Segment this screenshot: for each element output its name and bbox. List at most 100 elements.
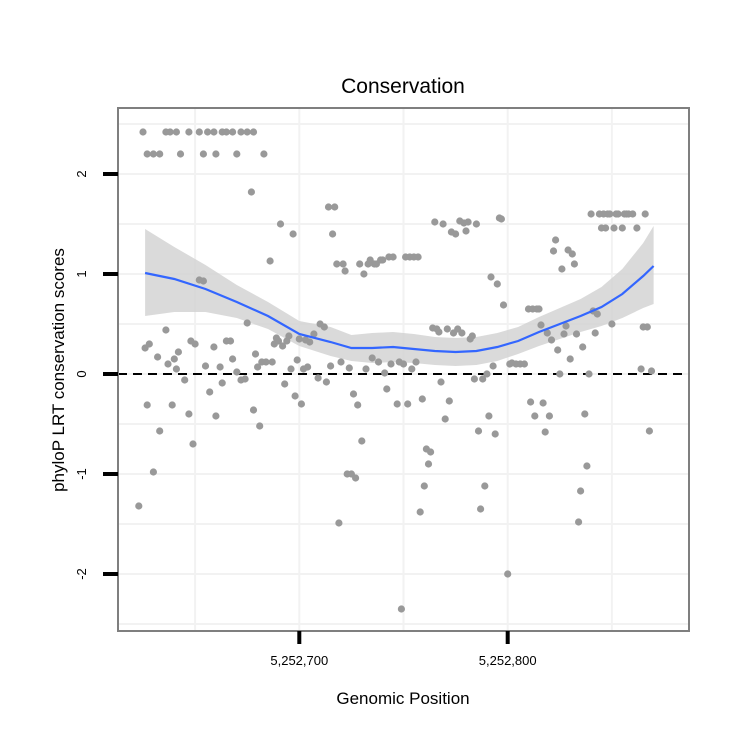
data-point xyxy=(481,482,489,490)
data-point xyxy=(149,468,157,476)
data-point xyxy=(641,210,649,218)
data-point xyxy=(243,319,251,327)
data-point xyxy=(356,260,364,268)
data-point xyxy=(331,203,339,211)
data-point xyxy=(260,150,268,158)
data-point xyxy=(212,150,220,158)
data-point xyxy=(629,210,637,218)
data-point xyxy=(549,247,558,255)
data-point xyxy=(345,364,353,372)
data-point xyxy=(195,128,203,136)
data-point xyxy=(389,253,397,261)
data-point xyxy=(554,346,562,354)
data-point xyxy=(435,328,443,336)
data-point xyxy=(566,355,574,363)
data-point xyxy=(266,257,274,265)
data-point xyxy=(577,487,585,495)
data-point xyxy=(477,505,485,513)
data-point xyxy=(468,332,476,340)
y-tick-label: 2 xyxy=(74,170,89,177)
data-point xyxy=(602,224,610,232)
x-axis-label: Genomic Position xyxy=(336,689,469,708)
y-tick-label: 0 xyxy=(74,370,89,377)
data-point xyxy=(352,474,360,482)
data-point xyxy=(404,400,412,408)
data-point xyxy=(185,128,193,136)
data-point xyxy=(168,401,176,409)
x-axis-ticks: 5,252,700 5,252,800 xyxy=(270,631,537,668)
data-point xyxy=(504,570,512,578)
data-point xyxy=(485,412,493,420)
data-point xyxy=(218,379,226,387)
data-point xyxy=(424,460,433,468)
data-point xyxy=(199,150,207,158)
data-point xyxy=(383,385,391,393)
data-point xyxy=(441,415,449,423)
data-point xyxy=(314,374,322,382)
data-point xyxy=(583,462,591,470)
data-point xyxy=(368,354,376,362)
data-point xyxy=(181,376,189,384)
x-tick-label: 5,252,800 xyxy=(479,653,537,668)
data-point xyxy=(249,406,258,414)
data-point xyxy=(470,375,478,383)
data-point xyxy=(322,378,330,386)
data-point xyxy=(229,128,237,136)
plot-panel xyxy=(117,107,690,632)
data-point xyxy=(297,400,305,408)
data-point xyxy=(499,301,508,309)
data-point xyxy=(397,605,405,613)
data-point xyxy=(552,236,560,244)
data-point xyxy=(149,150,157,158)
data-point xyxy=(585,370,593,378)
y-tick-label: -1 xyxy=(74,468,89,480)
data-point xyxy=(464,218,472,226)
data-point xyxy=(339,260,347,268)
data-point xyxy=(243,128,251,136)
data-point xyxy=(254,363,262,371)
data-point xyxy=(491,430,499,438)
data-point xyxy=(545,412,554,420)
data-point xyxy=(408,365,416,373)
data-point xyxy=(362,365,370,373)
data-point xyxy=(279,342,287,350)
data-point xyxy=(333,260,341,268)
data-points xyxy=(135,128,656,613)
data-point xyxy=(558,265,566,273)
data-point xyxy=(474,427,483,435)
data-point xyxy=(581,410,589,418)
data-point xyxy=(172,128,180,136)
data-point xyxy=(229,355,237,363)
x-tick-label: 5,252,700 xyxy=(270,653,328,668)
data-point xyxy=(439,220,447,228)
data-point xyxy=(535,305,543,313)
data-point xyxy=(591,329,599,337)
data-point xyxy=(135,502,143,510)
data-point xyxy=(285,332,293,340)
data-point xyxy=(295,335,303,343)
data-point xyxy=(418,395,426,403)
data-point xyxy=(216,363,224,371)
data-point xyxy=(289,230,297,238)
data-point xyxy=(479,375,487,383)
data-point xyxy=(610,224,618,232)
data-point xyxy=(387,360,395,368)
data-point xyxy=(443,325,451,333)
data-point xyxy=(537,321,545,329)
data-point xyxy=(154,353,162,361)
data-point xyxy=(547,336,556,344)
data-point xyxy=(493,280,501,288)
data-point xyxy=(287,365,295,373)
data-point xyxy=(520,360,529,368)
data-point xyxy=(360,270,368,278)
data-point xyxy=(349,390,358,398)
data-point xyxy=(176,150,185,158)
data-point xyxy=(381,369,389,377)
y-axis-ticks: -2 -1 0 1 2 xyxy=(74,170,118,580)
data-point xyxy=(560,330,568,338)
data-point xyxy=(306,338,314,346)
data-point xyxy=(606,210,614,218)
data-point xyxy=(156,427,164,435)
data-point xyxy=(139,128,147,136)
